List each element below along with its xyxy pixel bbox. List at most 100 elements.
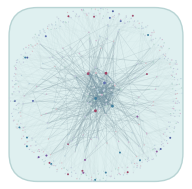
Point	[84, 172, 87, 175]
Point	[140, 27, 143, 30]
Point	[41, 62, 44, 65]
Point	[116, 173, 119, 176]
Point	[133, 19, 136, 22]
Point	[102, 15, 105, 18]
Point	[92, 179, 95, 182]
Point	[61, 55, 64, 58]
Point	[26, 56, 29, 59]
Point	[100, 93, 103, 96]
Point	[111, 105, 114, 108]
Point	[16, 126, 19, 129]
Point	[80, 9, 84, 12]
Point	[139, 164, 142, 167]
Point	[113, 177, 116, 180]
Point	[113, 41, 116, 44]
Point	[166, 142, 169, 145]
Point	[63, 58, 66, 61]
Point	[30, 44, 33, 47]
Point	[66, 173, 70, 176]
Point	[163, 131, 166, 134]
Point	[104, 7, 107, 10]
Point	[26, 135, 30, 138]
Point	[157, 85, 160, 88]
Point	[57, 17, 60, 20]
Point	[24, 51, 27, 54]
Point	[118, 151, 122, 154]
Point	[80, 173, 83, 176]
Point	[11, 93, 14, 96]
Point	[170, 74, 173, 77]
Point	[67, 20, 70, 23]
Point	[125, 173, 128, 176]
Point	[94, 39, 98, 42]
Point	[111, 10, 114, 13]
Point	[42, 29, 46, 33]
Point	[89, 102, 92, 105]
Point	[119, 20, 122, 23]
Point	[86, 93, 89, 96]
Point	[15, 61, 18, 64]
Point	[104, 113, 107, 116]
Point	[150, 39, 153, 42]
Point	[152, 60, 155, 63]
Point	[42, 150, 45, 153]
Point	[37, 33, 41, 36]
Point	[17, 120, 20, 123]
Point	[160, 143, 163, 146]
Point	[164, 55, 167, 58]
Point	[55, 15, 59, 19]
Point	[123, 171, 126, 174]
Point	[13, 83, 16, 86]
Point	[151, 158, 154, 161]
Point	[173, 115, 176, 118]
Point	[144, 158, 147, 161]
Point	[168, 63, 171, 66]
Point	[90, 178, 93, 181]
Point	[134, 76, 137, 79]
Point	[82, 9, 85, 12]
Point	[49, 81, 52, 84]
Point	[152, 157, 155, 160]
Point	[95, 136, 98, 139]
Point	[14, 108, 17, 111]
Point	[139, 158, 142, 161]
Point	[105, 103, 108, 106]
Point	[126, 171, 129, 174]
Point	[18, 90, 21, 93]
Point	[12, 119, 15, 122]
Point	[31, 139, 34, 142]
Point	[131, 131, 134, 134]
Point	[110, 81, 113, 84]
Point	[87, 12, 90, 15]
Point	[151, 104, 155, 107]
Point	[47, 138, 50, 141]
Point	[86, 95, 89, 98]
Point	[147, 159, 151, 162]
Point	[137, 145, 141, 148]
Point	[92, 172, 95, 175]
Point	[80, 54, 83, 57]
Point	[25, 145, 28, 148]
Point	[55, 170, 58, 173]
Point	[105, 99, 108, 102]
Point	[150, 105, 153, 108]
Point	[122, 174, 125, 177]
Point	[80, 99, 83, 102]
Point	[102, 89, 105, 92]
Point	[49, 153, 52, 156]
Point	[73, 169, 76, 172]
Point	[17, 102, 21, 105]
Point	[11, 85, 14, 88]
Point	[22, 55, 25, 58]
Point	[27, 44, 30, 47]
Point	[151, 31, 154, 34]
Point	[103, 88, 106, 91]
Point	[81, 169, 84, 172]
Point	[176, 78, 179, 81]
Point	[84, 12, 87, 15]
Point	[169, 61, 172, 64]
Point	[161, 38, 164, 41]
Point	[63, 166, 66, 169]
Point	[155, 150, 158, 153]
Point	[49, 156, 52, 159]
